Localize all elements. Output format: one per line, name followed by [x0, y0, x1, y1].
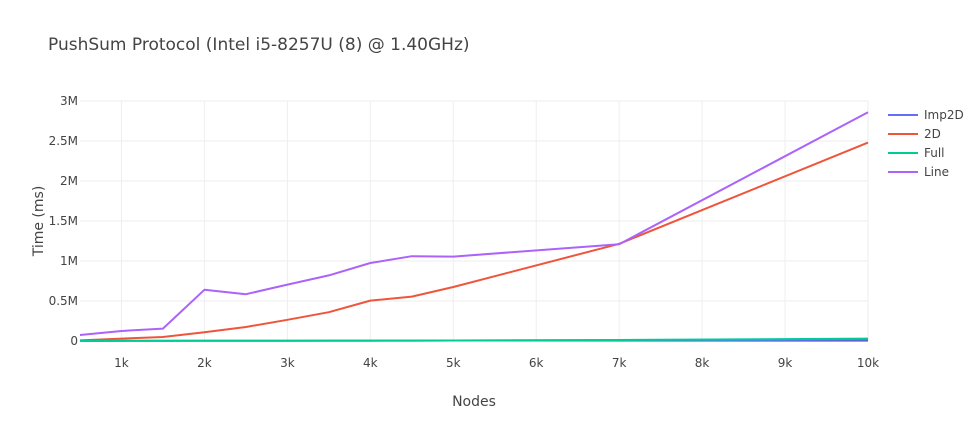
legend[interactable]: Imp2D 2D Full Line: [888, 108, 964, 179]
y-tick-label: 2M: [60, 174, 78, 188]
x-tick-label: 4k: [363, 356, 378, 370]
series-line-line: [79, 111, 869, 336]
x-tick-label: 7k: [612, 356, 627, 370]
legend-label: Line: [924, 165, 949, 179]
x-axis-title: Nodes: [452, 394, 496, 410]
y-axis-ticks: 0 0.5M 1M 1.5M 2M 2.5M 3M: [49, 94, 78, 348]
series-line-full: [79, 337, 869, 342]
chart-title: PushSum Protocol (Intel i5-8257U (8) @ 1…: [48, 35, 470, 55]
y-tick-label: 3M: [60, 94, 78, 108]
grid: [80, 100, 869, 342]
x-tick-label: 3k: [280, 356, 295, 370]
x-axis-ticks: 1k 2k 3k 4k 5k 6k 7k 8k 9k 10k: [114, 356, 879, 370]
x-tick-label: 1k: [114, 356, 129, 370]
legend-item-line[interactable]: Line: [888, 165, 949, 179]
y-axis-title: Time (ms): [31, 186, 47, 258]
legend-item-imp2d[interactable]: Imp2D: [888, 108, 964, 122]
y-tick-label: 1M: [60, 254, 78, 268]
y-tick-label: 1.5M: [49, 214, 78, 228]
legend-item-full[interactable]: Full: [888, 146, 945, 160]
series-lines: [79, 111, 869, 342]
x-tick-label: 8k: [695, 356, 710, 370]
x-tick-label: 5k: [446, 356, 461, 370]
legend-label: Imp2D: [924, 108, 964, 122]
y-tick-label: 0.5M: [49, 294, 78, 308]
y-tick-label: 2.5M: [49, 134, 78, 148]
x-tick-label: 2k: [197, 356, 212, 370]
legend-label: 2D: [924, 127, 941, 141]
y-tick-label: 0: [70, 334, 78, 348]
legend-label: Full: [924, 146, 945, 160]
x-tick-label: 10k: [857, 356, 879, 370]
x-tick-label: 9k: [778, 356, 793, 370]
series-line-2d: [79, 141, 869, 342]
x-tick-label: 6k: [529, 356, 544, 370]
legend-item-2d[interactable]: 2D: [888, 127, 941, 141]
